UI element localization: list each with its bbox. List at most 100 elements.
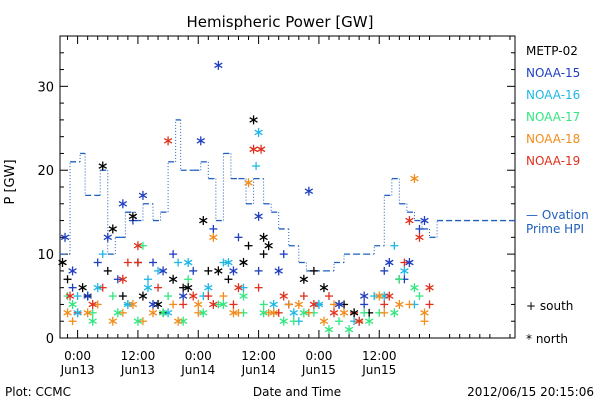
north-point-stroke — [194, 301, 203, 308]
south-point — [113, 275, 122, 284]
north-point — [113, 308, 123, 318]
north-point — [354, 316, 364, 326]
north-point — [189, 291, 198, 301]
south-point — [289, 317, 298, 326]
south-point — [264, 308, 273, 317]
north-point — [425, 283, 434, 293]
plot-frame — [59, 35, 516, 339]
north-point-stroke — [189, 293, 198, 299]
south-point — [224, 275, 233, 284]
north-point-stroke — [279, 293, 288, 299]
south-point — [93, 258, 102, 267]
north-point-stroke — [239, 293, 248, 299]
y-tick-label: 10 — [37, 248, 54, 263]
north-point — [108, 316, 118, 326]
north-point-stroke — [375, 293, 384, 299]
x-tick-label: 12:00 — [362, 349, 397, 363]
north-point — [214, 60, 223, 70]
south-point — [93, 300, 102, 309]
south-marker-label: + south — [526, 299, 573, 313]
south-point — [118, 308, 127, 317]
north-point — [98, 161, 107, 171]
north-point — [410, 283, 419, 293]
north-point-stroke — [196, 138, 205, 144]
x-axis: 0:00Jun1312:00Jun130:00Jun1412:00Jun140:… — [60, 36, 511, 377]
south-point — [138, 241, 147, 250]
legend-entry: NOAA-19 — [526, 154, 580, 168]
ovation-series — [60, 119, 515, 272]
south-point — [154, 283, 163, 292]
north-point-stroke — [259, 234, 268, 241]
north-point — [249, 115, 258, 125]
north-point — [234, 283, 243, 293]
north-point — [380, 291, 389, 301]
north-point — [78, 283, 87, 293]
north-point-stroke — [264, 242, 273, 249]
north-point — [178, 316, 188, 326]
north-point-stroke — [390, 310, 399, 316]
points-layer — [58, 60, 434, 335]
y-tick-label: 30 — [37, 80, 54, 95]
north-point — [239, 291, 248, 301]
north-point — [259, 308, 268, 318]
north-point-stroke — [63, 310, 72, 316]
legend: METP-02 NOAA-15 NOAA-16 NOAA-17 NOAA-18 NOAA-… — [526, 44, 580, 168]
north-point — [148, 308, 158, 318]
north-point-stroke — [385, 293, 394, 299]
north-point-stroke — [309, 301, 319, 308]
north-point — [289, 308, 299, 318]
south-point — [123, 258, 132, 267]
north-point — [269, 299, 278, 309]
north-point-stroke — [93, 284, 102, 291]
south-point — [252, 162, 261, 171]
north-point-stroke — [395, 301, 404, 308]
legend-entry: NOAA-18 — [526, 132, 580, 146]
north-point-stroke — [420, 217, 429, 224]
north-point — [415, 232, 424, 242]
south-point — [169, 250, 178, 259]
north-point-stroke — [420, 310, 429, 316]
north-point-stroke — [279, 318, 288, 325]
north-point — [259, 232, 268, 242]
north-point — [128, 211, 138, 221]
north-point-stroke — [83, 293, 92, 299]
south-point — [149, 258, 158, 267]
south-point — [425, 300, 434, 309]
north-point-stroke — [178, 293, 188, 299]
south-point — [169, 300, 178, 309]
north-point — [410, 174, 419, 184]
south-point — [324, 292, 333, 301]
south-point — [380, 308, 389, 317]
north-point — [138, 190, 148, 200]
north-point — [83, 291, 92, 301]
north-point-stroke — [234, 284, 243, 291]
legend-entry: NOAA-15 — [526, 66, 580, 80]
north-point-stroke — [133, 242, 143, 249]
north-point-stroke — [158, 310, 168, 316]
south-point — [204, 266, 213, 275]
north-point-stroke — [60, 234, 70, 241]
south-point — [179, 283, 188, 292]
south-point — [254, 266, 263, 275]
south-point — [405, 300, 414, 309]
south-point — [380, 300, 389, 309]
north-point — [405, 216, 414, 226]
x-tick-date: Jun15 — [361, 363, 396, 377]
x-tick-date: Jun13 — [60, 363, 95, 377]
south-point — [98, 250, 107, 259]
south-point — [415, 224, 424, 233]
x-tick-label: 0:00 — [305, 349, 332, 363]
north-point-stroke — [269, 301, 278, 308]
south-point — [73, 292, 82, 301]
north-point — [274, 266, 283, 276]
south-point — [174, 258, 183, 267]
north-point — [256, 144, 266, 154]
north-point — [183, 283, 193, 293]
south-point — [219, 292, 228, 301]
north-point-stroke — [400, 268, 409, 274]
north-point-stroke — [183, 259, 193, 266]
north-point-stroke — [274, 268, 283, 274]
north-point-stroke — [173, 318, 183, 325]
south-point — [330, 300, 339, 309]
north-point — [199, 308, 208, 318]
